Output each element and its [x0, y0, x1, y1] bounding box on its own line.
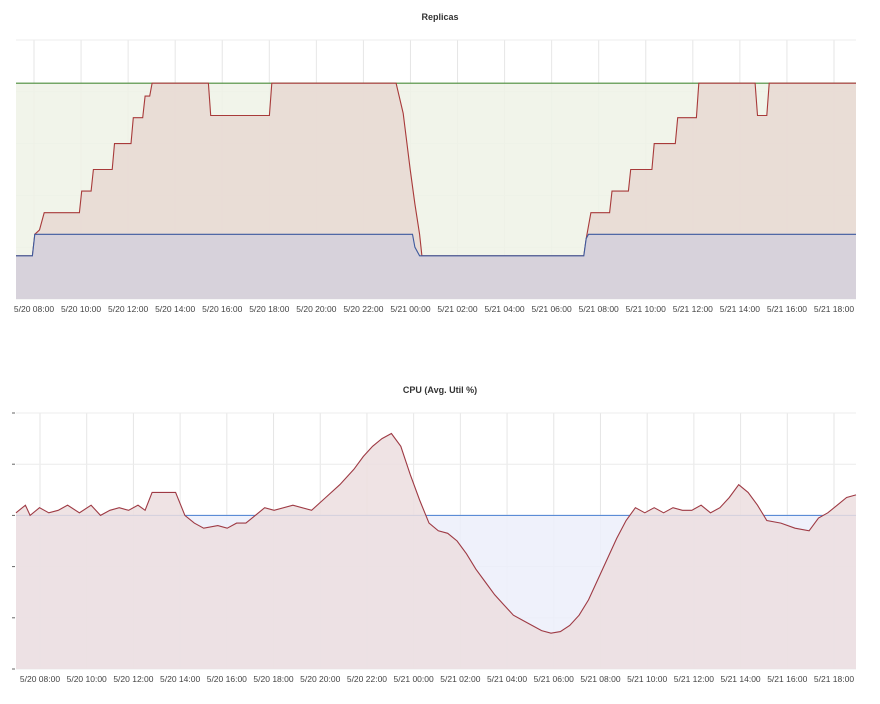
- x-tick-label: 5/21 18:00: [814, 674, 854, 684]
- x-tick-label: 5/21 12:00: [673, 304, 713, 314]
- x-tick-label: 5/21 00:00: [394, 674, 434, 684]
- x-tick-label: 5/21 08:00: [579, 304, 619, 314]
- replicas-chart: 5/20 08:00 5/20 10:00 5/20 12:00 5/20 14:00…: [14, 39, 856, 314]
- series-2-line: [16, 233, 856, 257]
- x-tick-label: 5/20 20:00: [296, 304, 336, 314]
- x-tick-label: 5/21 14:00: [720, 674, 760, 684]
- x-tick-label: 5/21 10:00: [627, 674, 667, 684]
- x-tick-label: 5/21 16:00: [767, 304, 807, 314]
- cpu-chart: 5/20 08:00 5/20 10:00 5/20 12:00 5/20 14:00…: [12, 412, 857, 684]
- series-1-line: [16, 82, 856, 257]
- chart-title-cpu: CPU (Avg. Util %): [402, 385, 478, 395]
- x-tick-label: 5/20 16:00: [202, 304, 242, 314]
- x-tick-label: 5/20 08:00: [14, 304, 54, 314]
- x-tick-label: 5/21 02:00: [440, 674, 480, 684]
- series-2-area: [16, 234, 856, 299]
- x-tick-label: 5/20 14:00: [155, 304, 195, 314]
- x-tick-label: 5/20 22:00: [347, 674, 387, 684]
- x-tick-label: 5/20 12:00: [108, 304, 148, 314]
- x-tick-label: 5/21 00:00: [390, 304, 430, 314]
- x-tick-label: 5/20 16:00: [207, 674, 247, 684]
- x-tick-label: 5/20 10:00: [67, 674, 107, 684]
- x-tick-label: 5/21 14:00: [720, 304, 760, 314]
- x-tick-label: 5/21 04:00: [487, 674, 527, 684]
- chart-title-replicas: Replicas: [421, 12, 459, 22]
- x-tick-label: 5/20 18:00: [249, 304, 289, 314]
- x-tick-label: 5/21 08:00: [580, 674, 620, 684]
- x-tick-label: 5/20 14:00: [160, 674, 200, 684]
- x-tick-label: 5/21 12:00: [674, 674, 714, 684]
- x-tick-label: 5/21 04:00: [484, 304, 524, 314]
- x-tick-label: 5/21 10:00: [626, 304, 666, 314]
- x-tick-label: 5/21 06:00: [534, 674, 574, 684]
- x-tick-label: 5/21 16:00: [767, 674, 807, 684]
- x-tick-label: 5/21 02:00: [437, 304, 477, 314]
- x-tick-label: 5/20 20:00: [300, 674, 340, 684]
- x-tick-label: 5/21 06:00: [532, 304, 572, 314]
- x-tick-label: 5/20 10:00: [61, 304, 101, 314]
- series-1-area: [16, 433, 856, 669]
- series-1-line: [15, 432, 857, 634]
- x-tick-label: 5/21 18:00: [814, 304, 854, 314]
- x-tick-label: 5/20 08:00: [20, 674, 60, 684]
- x-tick-label: 5/20 12:00: [113, 674, 153, 684]
- x-tick-label: 5/20 18:00: [253, 674, 293, 684]
- x-tick-label: 5/20 22:00: [343, 304, 383, 314]
